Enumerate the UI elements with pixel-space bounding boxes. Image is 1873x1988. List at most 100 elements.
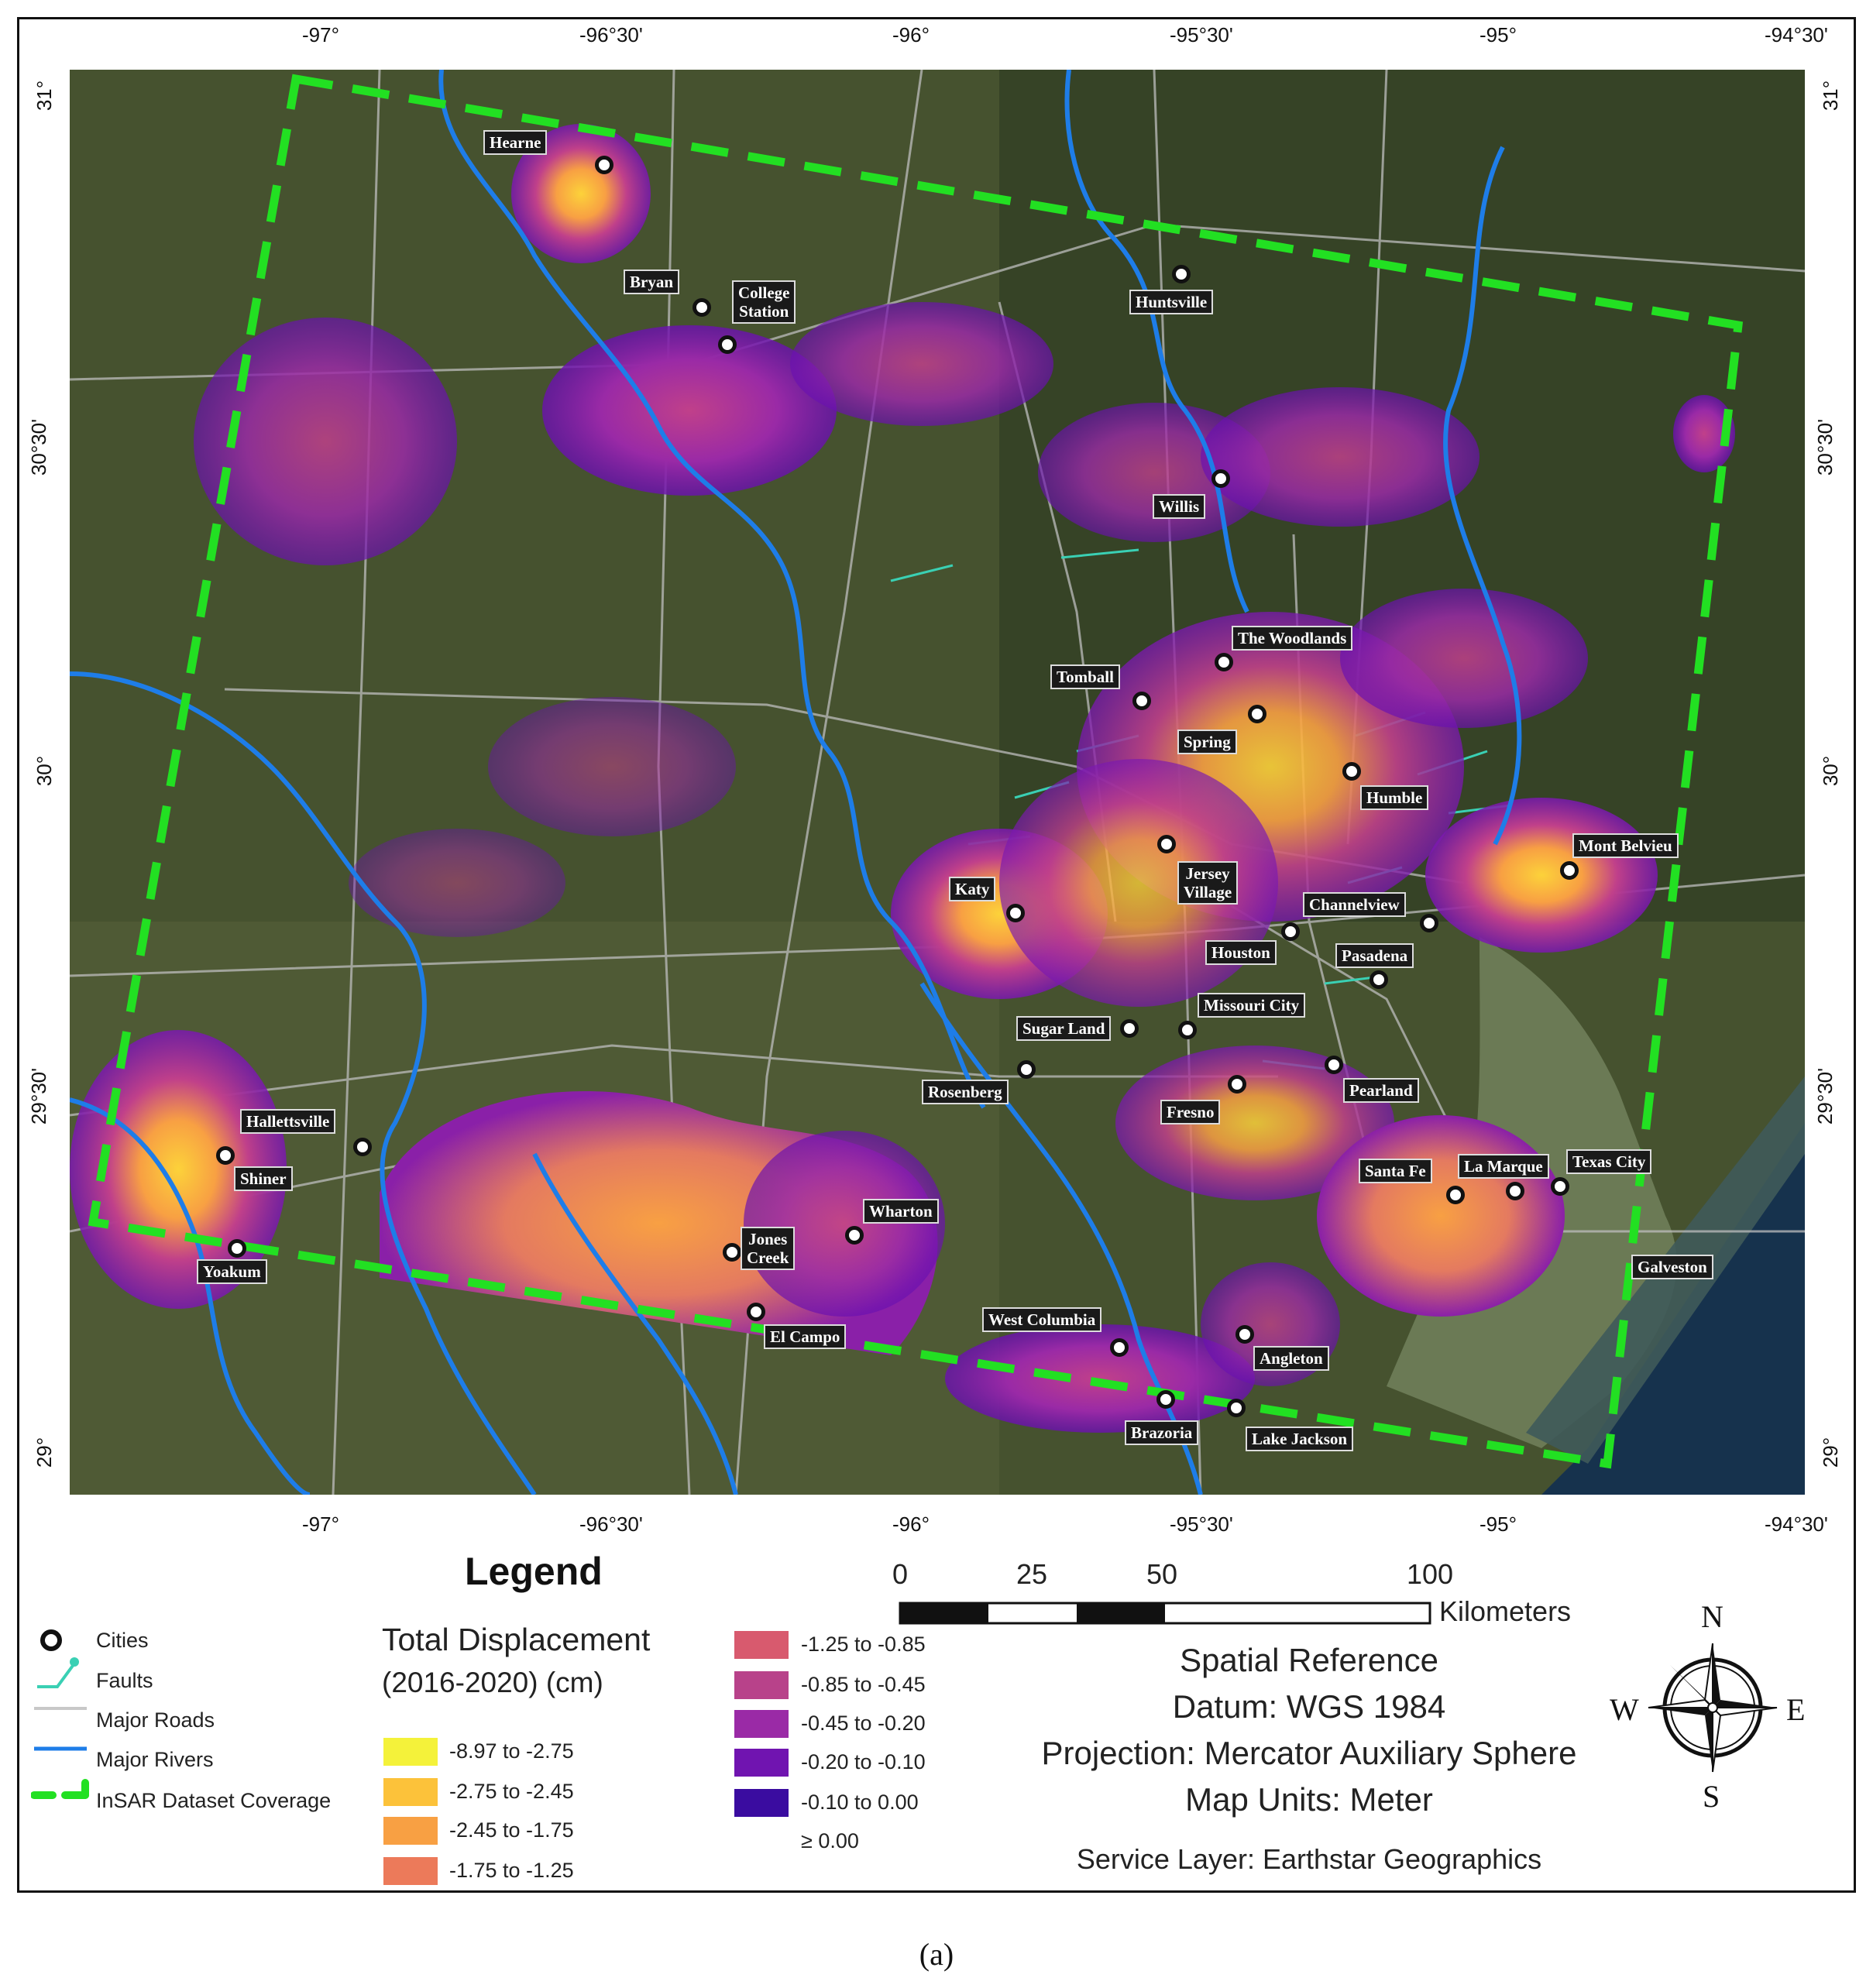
legend-coverage-label: InSAR Dataset Coverage (96, 1789, 332, 1812)
swatch-class-6 (734, 1710, 789, 1738)
legend-cities-label: Cities (96, 1629, 149, 1652)
city-dot-la-marque[interactable] (1506, 1182, 1524, 1200)
bottom-tick-4: -95° (1479, 1512, 1517, 1536)
hotspot-northwest (194, 318, 457, 565)
map-canvas (70, 70, 1805, 1495)
city-dot-angleton[interactable] (1235, 1325, 1254, 1344)
top-tick-1: -96°30' (579, 23, 643, 46)
scale-label-50: 50 (1146, 1558, 1178, 1590)
right-tick-2: 30° (1819, 755, 1843, 787)
city-dot-bryan[interactable] (692, 298, 711, 317)
hotspot-northeast-edge (1673, 395, 1735, 472)
hotspot-central-dots (488, 697, 736, 836)
city-label-el-campo: El Campo (764, 1324, 847, 1350)
city-dot-channelview[interactable] (1420, 914, 1438, 932)
legend-faults-label: Faults (96, 1669, 153, 1692)
city-label-angleton: Angleton (1253, 1346, 1329, 1372)
legend-rivers-label: Major Rivers (96, 1748, 214, 1771)
class-label-0: -8.97 to -2.75 (449, 1739, 574, 1763)
city-label-tomball: Tomball (1050, 664, 1120, 690)
city-dot-texas-city[interactable] (1551, 1177, 1569, 1196)
city-dot-college-station[interactable] (718, 335, 737, 354)
city-label-shiner: Shiner (234, 1166, 293, 1192)
city-label-spring: Spring (1177, 730, 1237, 755)
map-panel[interactable]: Hearne Bryan College Station Huntsville … (70, 70, 1805, 1495)
hotspot-northcentral (790, 302, 1053, 426)
compass-s: S (1703, 1779, 1720, 1814)
city-dot-shiner[interactable] (216, 1146, 235, 1165)
city-label-texas-city: Texas City (1566, 1149, 1652, 1175)
bottom-tick-0: -97° (302, 1512, 339, 1536)
city-dot-missouri-city[interactable] (1178, 1021, 1197, 1039)
coverage-legend-icon (31, 1779, 89, 1799)
city-label-yoakum: Yoakum (197, 1259, 267, 1285)
city-dot-jones-creek[interactable] (723, 1243, 741, 1262)
right-tick-1: 30°30' (1813, 418, 1837, 476)
spatial-ref-title: Spatial Reference (1180, 1642, 1438, 1678)
class-label-5: -0.85 to -0.45 (801, 1673, 926, 1696)
bottom-tick-1: -96°30' (579, 1512, 643, 1536)
scale-label-25: 25 (1016, 1558, 1048, 1590)
compass-e: E (1786, 1692, 1806, 1727)
right-tick-4: 29° (1819, 1437, 1843, 1468)
bottom-tick-5: -94°30' (1765, 1512, 1828, 1536)
swatch-class-3 (383, 1857, 438, 1885)
city-label-west-columbia: West Columbia (982, 1307, 1102, 1333)
city-dot-sugar-land[interactable] (1120, 1019, 1139, 1038)
city-dot-hallettsville[interactable] (353, 1138, 372, 1156)
city-label-fresno: Fresno (1160, 1100, 1221, 1125)
left-tick-2: 30° (33, 755, 57, 787)
swatch-class-8 (734, 1789, 789, 1817)
city-dot-spring[interactable] (1248, 705, 1266, 723)
city-dot-pearland[interactable] (1325, 1056, 1343, 1074)
city-dot-houston[interactable] (1281, 922, 1300, 941)
class-label-9: ≥ 0.00 (801, 1829, 859, 1852)
city-dot-rosenberg[interactable] (1017, 1060, 1036, 1079)
hotspot-mont-belvieu (1425, 798, 1658, 953)
displacement-subtitle: (2016-2020) (cm) (382, 1667, 603, 1698)
compass-w: W (1610, 1692, 1639, 1727)
left-tick-0: 31° (33, 80, 57, 112)
city-dot-the-woodlands[interactable] (1215, 653, 1233, 671)
north-arrow-compass (1648, 1643, 1778, 1773)
city-dot-hearne[interactable] (595, 156, 613, 174)
city-dot-yoakum[interactable] (228, 1239, 246, 1258)
city-label-la-marque: La Marque (1458, 1154, 1549, 1179)
city-label-wharton: Wharton (863, 1199, 939, 1224)
city-dot-katy[interactable] (1006, 904, 1025, 922)
swatch-class-1 (383, 1778, 438, 1806)
spatial-ref-datum: Datum: WGS 1984 (1172, 1688, 1446, 1725)
city-label-houston: Houston (1205, 940, 1277, 966)
city-dot-huntsville[interactable] (1172, 265, 1191, 283)
city-dot-fresno[interactable] (1228, 1075, 1246, 1094)
spatial-ref-service: Service Layer: Earthstar Geographics (1076, 1843, 1542, 1875)
city-label-huntsville: Huntsville (1129, 290, 1214, 315)
city-dot-lake-jackson[interactable] (1227, 1399, 1246, 1417)
city-dot-wharton[interactable] (845, 1226, 864, 1245)
hotspot-santa-fe (1317, 1115, 1565, 1317)
city-dot-santa-fe[interactable] (1446, 1186, 1465, 1204)
city-dot-pasadena[interactable] (1370, 970, 1388, 989)
city-label-humble: Humble (1360, 785, 1429, 811)
swatch-class-4 (734, 1631, 789, 1659)
city-dot-brazoria[interactable] (1156, 1390, 1175, 1409)
city-dot-mont-belvieu[interactable] (1560, 861, 1579, 880)
city-dot-tomball[interactable] (1132, 692, 1151, 710)
top-tick-3: -95°30' (1170, 23, 1233, 46)
city-label-katy: Katy (949, 877, 996, 902)
city-dot-willis[interactable] (1211, 469, 1230, 488)
class-label-1: -2.75 to -2.45 (449, 1780, 574, 1803)
city-dot-el-campo[interactable] (747, 1303, 765, 1321)
left-tick-3: 29°30' (27, 1067, 51, 1125)
class-label-6: -0.45 to -0.20 (801, 1712, 926, 1735)
city-label-sugar-land: Sugar Land (1016, 1016, 1112, 1042)
city-dot-humble[interactable] (1342, 762, 1361, 781)
class-label-2: -2.45 to -1.75 (449, 1818, 574, 1842)
hotspot-central-dots-2 (349, 829, 565, 937)
cities-legend-icon (40, 1629, 62, 1651)
city-dot-west-columbia[interactable] (1110, 1338, 1129, 1357)
city-dot-jersey-village[interactable] (1157, 835, 1176, 853)
swatch-class-2 (383, 1817, 438, 1845)
bottom-tick-3: -95°30' (1170, 1512, 1233, 1536)
city-label-hearne: Hearne (483, 130, 548, 156)
